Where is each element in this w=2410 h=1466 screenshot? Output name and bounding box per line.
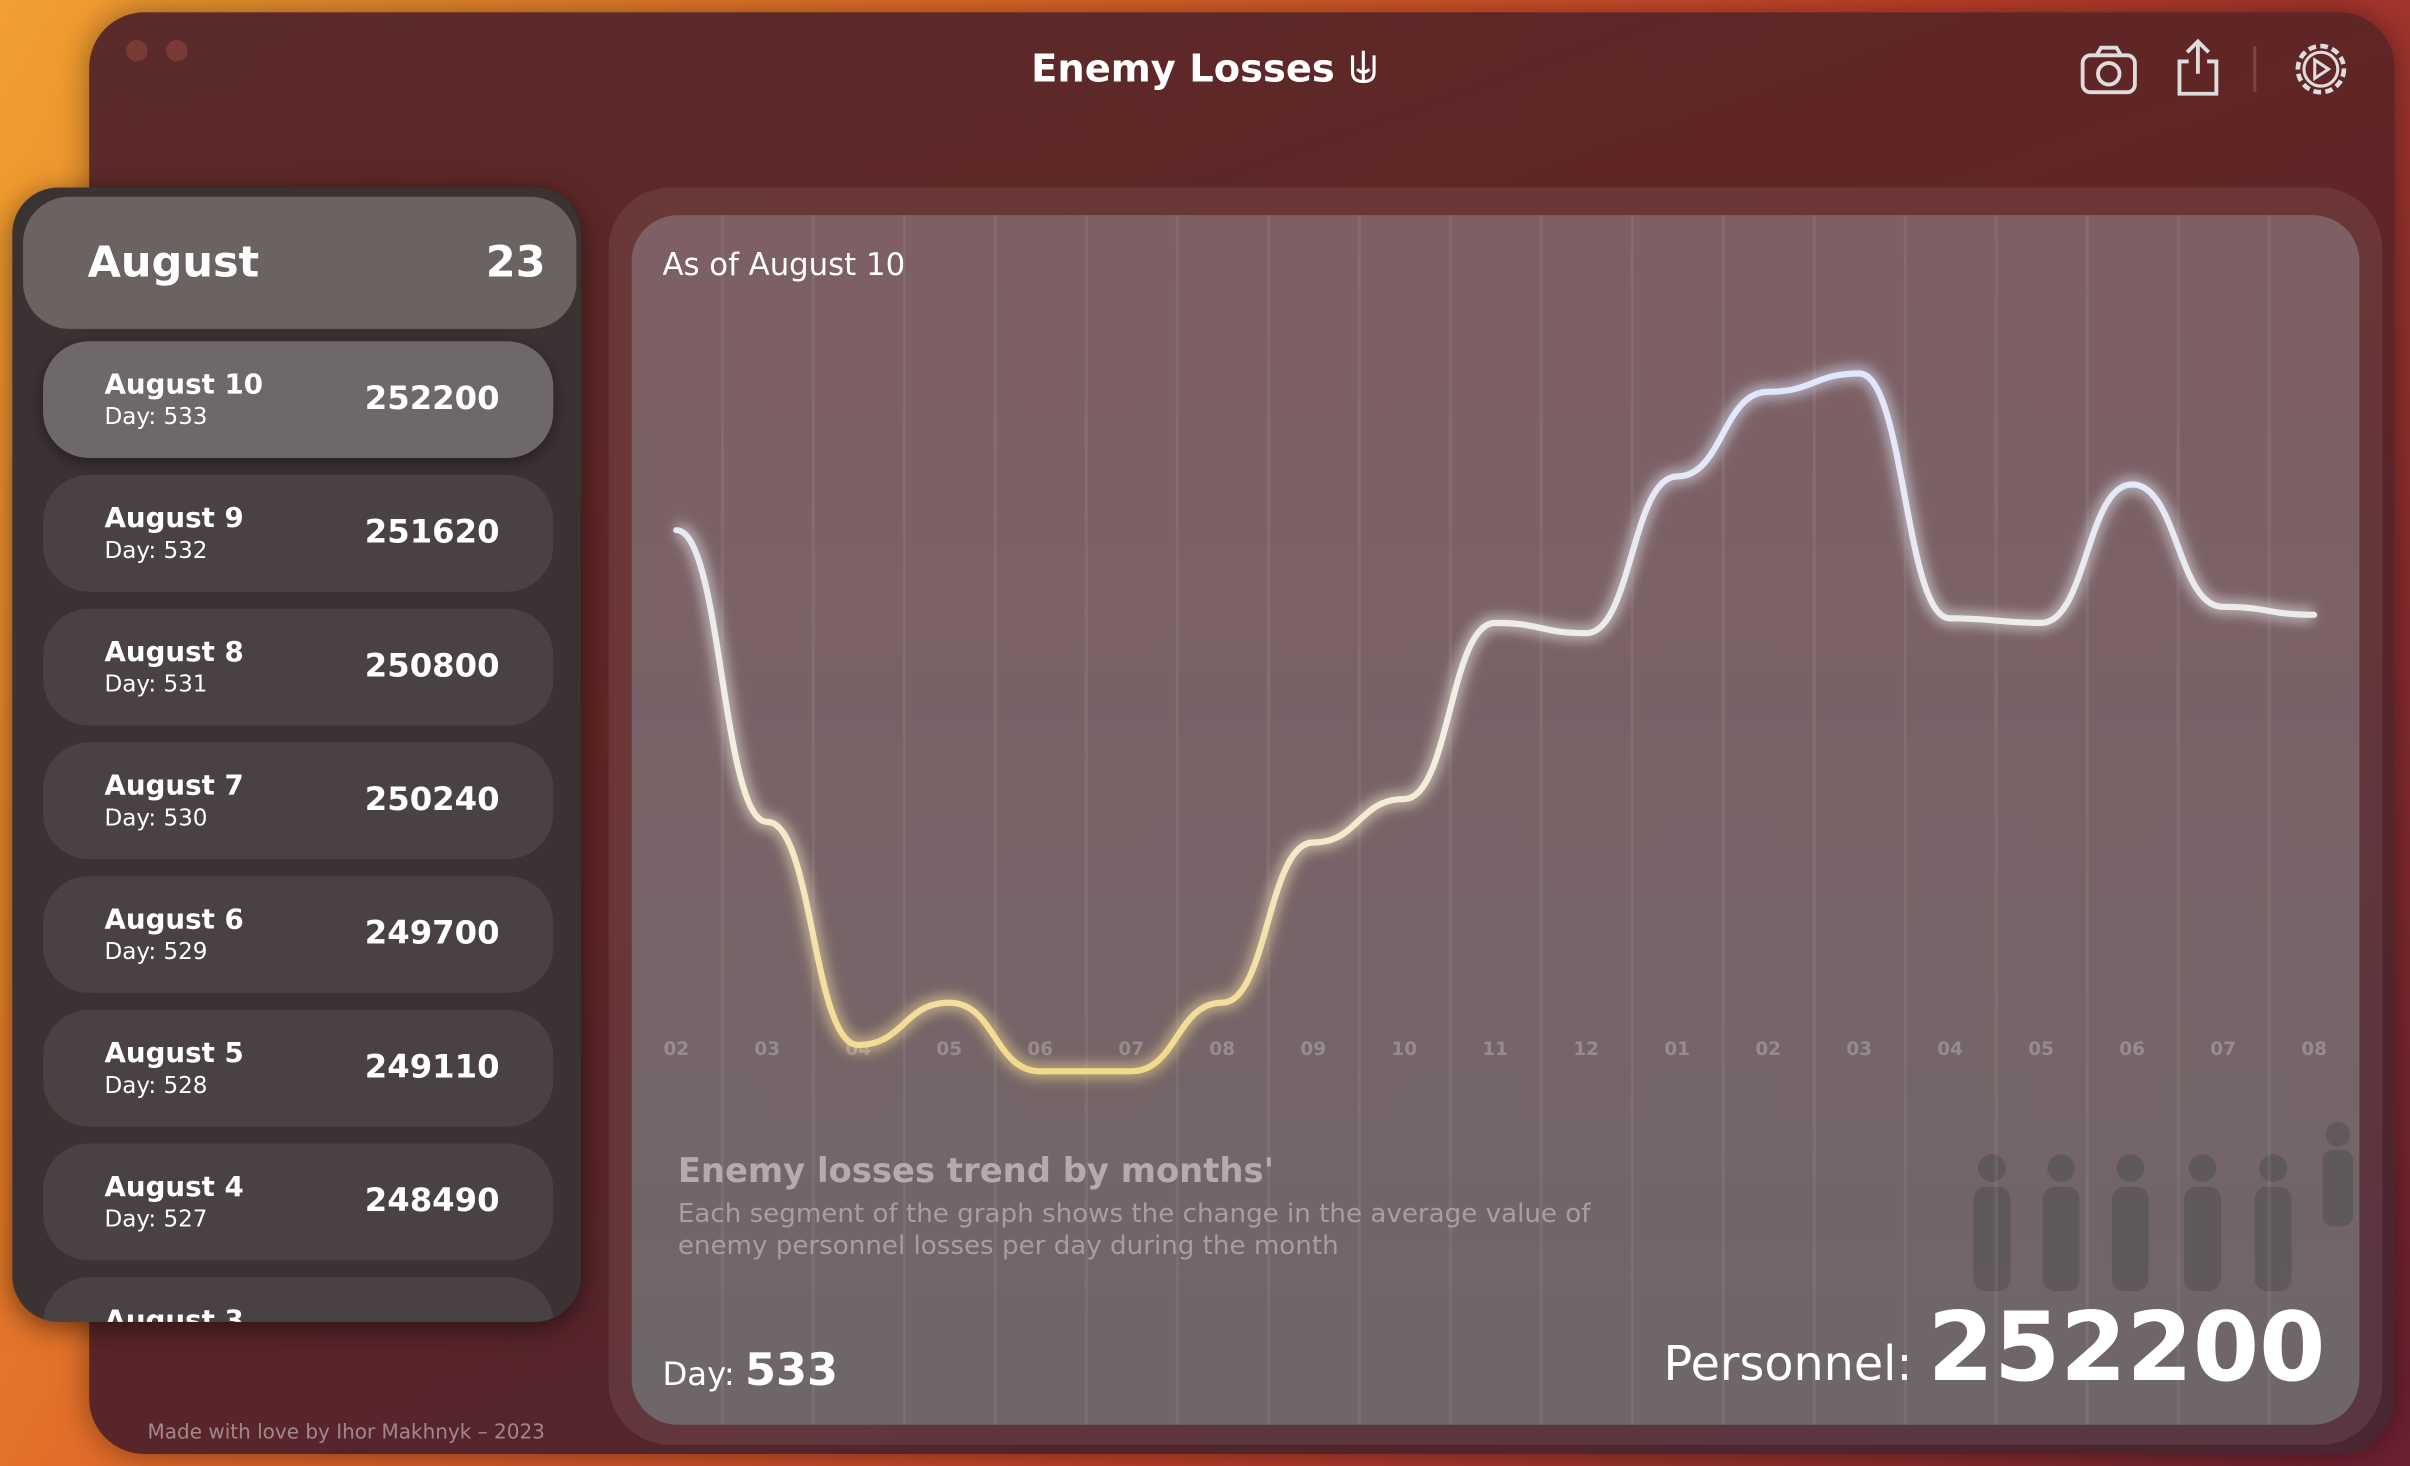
trend-chart: 02 03 04 05 06 07 08 09 10 11 12 01 02 03 04 05 06 07 08 bbox=[663, 215, 2360, 1425]
item-value: 248490 bbox=[364, 1181, 500, 1219]
day-item[interactable]: August 7 Day: 530 250240 bbox=[43, 742, 554, 860]
divider bbox=[2253, 46, 2257, 93]
x-tick-label: 06 bbox=[1027, 1039, 1053, 1060]
item-value: 251620 bbox=[364, 513, 500, 551]
window-title: Enemy Losses bbox=[0, 46, 2410, 91]
sidebar: August 23 August 10 Day: 533 252200 August … bbox=[12, 187, 581, 1322]
day-item[interactable]: August 5 Day: 528 249110 bbox=[43, 1009, 554, 1127]
trend-title: Enemy losses trend by months' bbox=[677, 1152, 1274, 1192]
crowd-icon bbox=[1973, 1122, 2354, 1292]
item-day: Day: 531 bbox=[104, 670, 208, 698]
item-day: Day: 532 bbox=[104, 536, 208, 565]
item-date: August 9 bbox=[104, 502, 244, 535]
close-button[interactable] bbox=[126, 39, 148, 62]
trend-line-glow bbox=[673, 365, 2315, 1079]
item-date: August 3 bbox=[104, 1304, 244, 1322]
x-tick-label: 06 bbox=[2119, 1039, 2145, 1060]
x-tick-label: 08 bbox=[2301, 1039, 2327, 1060]
x-tick-label: 10 bbox=[1391, 1039, 1417, 1060]
minimize-button[interactable] bbox=[165, 39, 188, 62]
settings-button[interactable] bbox=[2290, 38, 2351, 99]
x-tick-label: 11 bbox=[1482, 1039, 1508, 1060]
footer: Made with love by Ihor Makhnyk – 2023 bbox=[147, 1421, 545, 1445]
item-date: August 7 bbox=[104, 770, 244, 803]
x-tick-label: 05 bbox=[936, 1039, 962, 1060]
x-tick-label: 02 bbox=[1755, 1039, 1781, 1060]
day-item[interactable]: August 3 bbox=[43, 1277, 554, 1322]
x-tick-label: 08 bbox=[1209, 1039, 1235, 1060]
personnel-label: Personnel: bbox=[1663, 1337, 1913, 1393]
item-day: Day: 528 bbox=[104, 1071, 208, 1099]
item-value: 250800 bbox=[364, 647, 500, 684]
day-item[interactable]: August 9 Day: 532 251620 bbox=[43, 474, 554, 592]
x-tick-label: 07 bbox=[1118, 1039, 1144, 1060]
item-value: 250240 bbox=[364, 780, 500, 818]
x-tick-label: 03 bbox=[1846, 1039, 1872, 1060]
trident-icon bbox=[1351, 50, 1376, 83]
day-item[interactable]: August 6 Day: 529 249700 bbox=[43, 876, 554, 993]
item-date: August 10 bbox=[104, 368, 263, 402]
trend-line bbox=[673, 370, 2318, 1075]
camera-button[interactable] bbox=[2078, 40, 2139, 98]
personnel-block: Personnel: 252200 bbox=[1664, 1291, 2326, 1403]
day-item[interactable]: August 8 Day: 531 250800 bbox=[43, 608, 554, 726]
item-value: 249700 bbox=[364, 914, 500, 952]
x-tick-label: 01 bbox=[1664, 1039, 1690, 1060]
month-name: August bbox=[87, 236, 260, 288]
day-label: Day: bbox=[662, 1355, 735, 1393]
item-date: August 8 bbox=[104, 636, 244, 669]
x-tick-label: 12 bbox=[1573, 1039, 1599, 1060]
title-text: Enemy Losses bbox=[1031, 46, 1335, 91]
x-tick-label: 02 bbox=[663, 1039, 689, 1060]
chart-card: As of August 10 02 03 04 05 06 07 08 09 10 11 12 01… bbox=[631, 215, 2360, 1425]
x-tick-label: 03 bbox=[754, 1039, 780, 1060]
month-count: 23 bbox=[485, 236, 546, 288]
item-day: Day: 533 bbox=[104, 402, 208, 431]
day-item[interactable]: August 10 Day: 533 252200 bbox=[43, 341, 554, 459]
item-day: Day: 529 bbox=[104, 937, 208, 966]
item-day: Day: 527 bbox=[104, 1205, 208, 1233]
day-item[interactable]: August 4 Day: 527 248490 bbox=[43, 1143, 554, 1261]
item-value: 249110 bbox=[364, 1048, 500, 1086]
item-value: 252200 bbox=[364, 379, 500, 417]
personnel-value: 252200 bbox=[1927, 1291, 2326, 1404]
x-tick-label: 05 bbox=[2028, 1039, 2054, 1060]
day-block: Day: 533 bbox=[662, 1343, 838, 1395]
trend-description: Each segment of the graph shows the chan… bbox=[677, 1198, 1591, 1262]
item-date: August 5 bbox=[104, 1037, 244, 1070]
item-date: August 6 bbox=[104, 903, 244, 937]
share-button[interactable] bbox=[2170, 37, 2225, 98]
item-date: August 4 bbox=[104, 1171, 244, 1204]
item-day: Day: 530 bbox=[104, 803, 208, 832]
as-of-label: As of August 10 bbox=[662, 245, 906, 283]
x-tick-label: 04 bbox=[1937, 1039, 1963, 1060]
month-header: August 23 bbox=[23, 196, 577, 329]
x-tick-label: 09 bbox=[1300, 1039, 1326, 1060]
day-value: 533 bbox=[744, 1343, 839, 1396]
x-tick-label: 07 bbox=[2210, 1039, 2236, 1060]
